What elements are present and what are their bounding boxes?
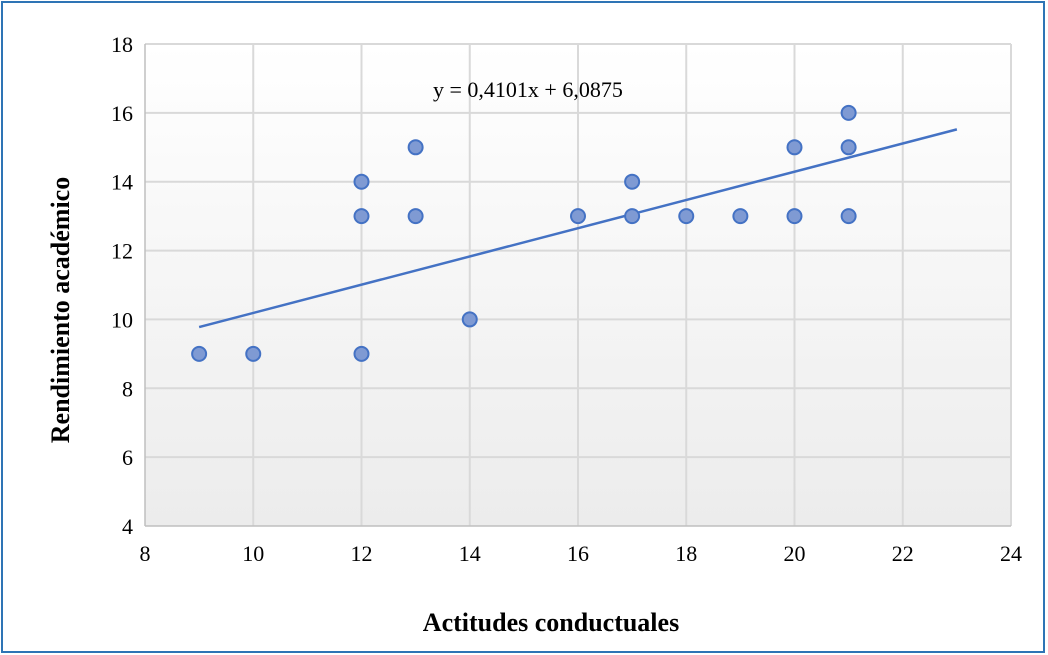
trendline-equation: y = 0,4101x + 6,0875 xyxy=(433,77,623,102)
data-point xyxy=(786,139,803,156)
data-point xyxy=(407,208,424,225)
data-point xyxy=(461,311,478,328)
y-tick-label: 14 xyxy=(111,170,133,195)
y-tick-label: 8 xyxy=(122,376,133,401)
data-point xyxy=(624,208,641,225)
y-tick-label: 12 xyxy=(111,239,133,264)
x-tick-label: 8 xyxy=(140,541,151,566)
data-point xyxy=(678,208,695,225)
y-axis-title: Rendimiento académico xyxy=(46,177,75,443)
data-point xyxy=(840,139,857,156)
x-tick-labels: 8 10 12 14 16 18 20 22 24 xyxy=(140,541,1023,566)
y-tick-label: 6 xyxy=(122,445,133,470)
data-point xyxy=(840,104,857,121)
x-tick-label: 20 xyxy=(784,541,806,566)
y-tick-label: 4 xyxy=(122,514,133,539)
data-point xyxy=(353,208,370,225)
x-tick-label: 18 xyxy=(675,541,697,566)
y-tick-label: 10 xyxy=(111,307,133,332)
data-point xyxy=(353,345,370,362)
data-point xyxy=(570,208,586,225)
data-point xyxy=(840,208,857,225)
x-tick-label: 12 xyxy=(351,541,373,566)
x-tick-label: 24 xyxy=(1000,541,1022,566)
x-tick-label: 10 xyxy=(242,541,264,566)
y-tick-labels: 4 6 8 10 12 14 16 18 xyxy=(111,32,133,539)
x-tick-label: 16 xyxy=(567,541,589,566)
x-tick-label: 22 xyxy=(892,541,914,566)
scatter-chart: 4 6 8 10 12 14 16 18 8 10 12 14 16 18 20 22 24 y = 0,41… xyxy=(46,32,1023,637)
y-tick-label: 18 xyxy=(111,32,133,57)
trendline-group xyxy=(198,128,958,329)
data-point xyxy=(786,208,803,225)
data-points xyxy=(191,104,857,362)
trendline xyxy=(198,128,958,329)
x-tick-label: 14 xyxy=(459,541,481,566)
gridlines xyxy=(145,43,1012,526)
data-point xyxy=(732,208,749,225)
data-point xyxy=(624,173,641,190)
data-point xyxy=(191,345,208,362)
data-point xyxy=(353,173,370,190)
data-point xyxy=(407,139,424,156)
axes xyxy=(144,44,1011,527)
data-point xyxy=(245,345,262,362)
y-tick-label: 16 xyxy=(111,101,133,126)
x-axis-title: Actitudes conductuales xyxy=(423,608,679,637)
